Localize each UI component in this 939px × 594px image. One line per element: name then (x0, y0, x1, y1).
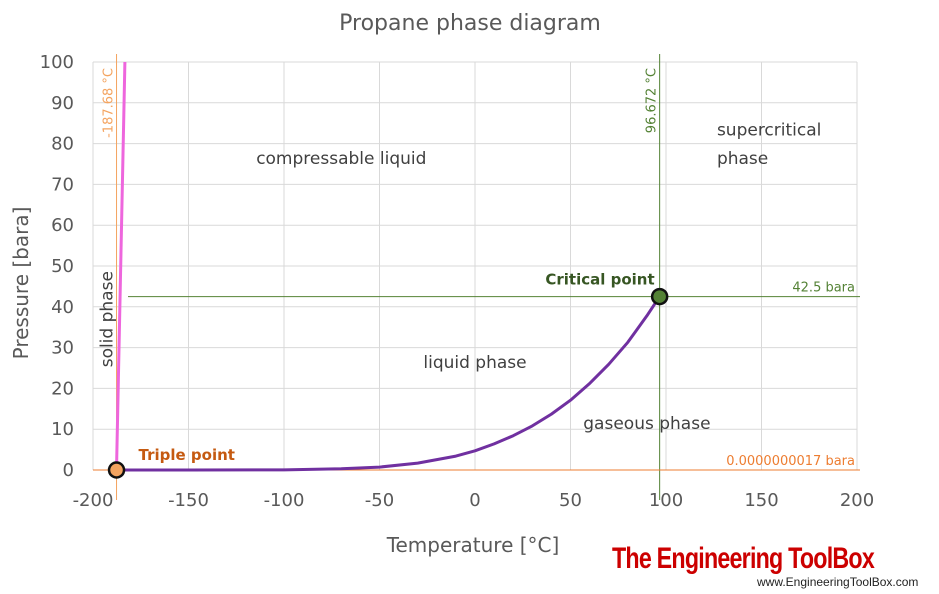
x-tick-label: 50 (559, 490, 582, 511)
y-tick-label: 20 (51, 378, 74, 399)
marker-point (107, 461, 126, 479)
region-label: phase (717, 149, 768, 169)
reference-line-label: -187.68 °C (102, 68, 117, 138)
x-tick-label: -100 (264, 490, 305, 511)
series-line (115, 61, 127, 471)
series (115, 61, 661, 472)
logo-url: www.EngineeringToolBox.com (756, 575, 918, 589)
x-tick-label: 0 (469, 490, 480, 511)
x-tick-label: 200 (840, 490, 874, 511)
region-label: liquid phase (423, 353, 526, 373)
y-axis-title: Pressure [bara] (9, 207, 33, 360)
reference-line-label: 0.0000000017 bara (726, 454, 855, 469)
y-tick-label: 80 (51, 134, 74, 155)
annotations: compressable liquid liquid phase gaseous p… (97, 120, 821, 434)
y-tick-label: 0 (63, 460, 74, 481)
y-tick-label: 50 (51, 256, 74, 277)
x-tick-label: -150 (168, 490, 209, 511)
marker-point-label: Critical point (545, 271, 654, 289)
x-tick-label: -50 (365, 490, 394, 511)
series-line (116, 295, 661, 472)
reference-line-label: 96.672 °C (645, 68, 660, 133)
grid (92, 61, 858, 471)
region-label: supercritical (717, 120, 821, 140)
marker-point (650, 287, 669, 306)
y-tick-label: 100 (40, 52, 74, 73)
y-tick-label: 30 (51, 338, 74, 359)
marker-point-label: Triple point (139, 446, 235, 464)
x-tick-label: 150 (744, 490, 778, 511)
reference-lines: -187.68 °C 96.672 °C 42.5 bara 0.0000000017… (93, 54, 860, 500)
y-tick-label: 10 (51, 419, 74, 440)
engineering-toolbox-logo: The Engineering ToolBox www.EngineeringT… (612, 542, 918, 589)
axes: 0 10 20 30 40 50 60 70 80 90 100 -200 -150 -100 -50 0 50… (40, 52, 875, 511)
points: Triple point Critical point (107, 271, 669, 479)
y-tick-label: 70 (51, 174, 74, 195)
y-tick-label: 90 (51, 93, 74, 114)
reference-line-label: 42.5 bara (792, 281, 855, 296)
logo-text: The Engineering ToolBox (612, 542, 875, 575)
x-tick-label: -200 (73, 490, 114, 511)
region-label: gaseous phase (583, 414, 710, 434)
y-tick-label: 60 (51, 215, 74, 236)
x-tick-label: 100 (649, 490, 683, 511)
region-label: solid phase (97, 271, 117, 367)
chart-title: Propane phase diagram (339, 11, 601, 36)
x-axis-title: Temperature [°C] (386, 533, 560, 557)
region-label: compressable liquid (256, 149, 426, 169)
y-tick-label: 40 (51, 297, 74, 318)
